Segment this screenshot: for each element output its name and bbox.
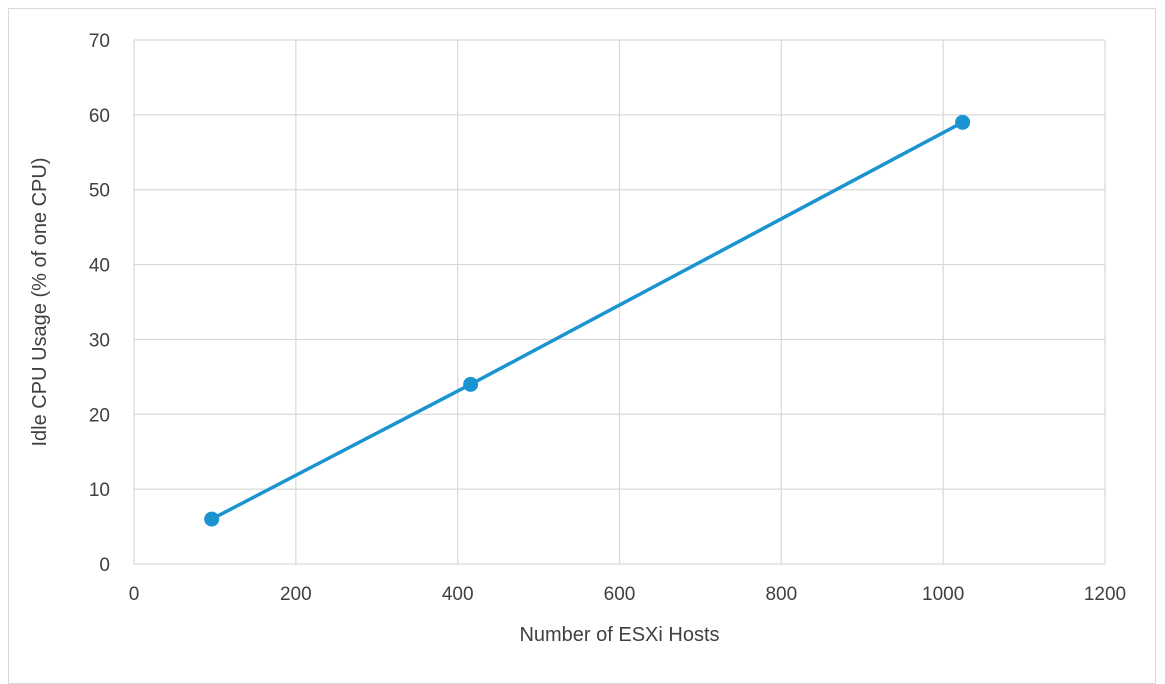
data-point (955, 114, 971, 130)
series-layer (204, 114, 971, 527)
y-tick-label: 40 (89, 256, 110, 277)
tick-labels: 0 10 20 30 40 50 60 70 0 200 400 600 800 1000 1200 (89, 31, 1126, 605)
y-tick-label: 30 (89, 330, 110, 351)
gridlines (134, 39, 1106, 564)
x-tick-label: 1200 (1084, 584, 1126, 605)
y-axis-title: Idle CPU Usage (% of one CPU) (29, 157, 51, 446)
x-tick-label: 200 (280, 584, 312, 605)
x-tick-label: 1000 (922, 584, 964, 605)
x-tick-label: 800 (765, 584, 797, 605)
x-tick-label: 600 (604, 584, 636, 605)
series-line (209, 120, 965, 521)
y-tick-label: 50 (89, 181, 110, 202)
y-tick-label: 70 (89, 31, 110, 52)
axes (133, 40, 1105, 565)
data-point (463, 376, 479, 392)
data-point (204, 511, 220, 527)
x-tick-label: 0 (129, 584, 140, 605)
y-tick-label: 10 (89, 480, 110, 501)
y-tick-label: 60 (89, 106, 110, 127)
x-axis-title: Number of ESXi Hosts (519, 624, 719, 646)
y-tick-label: 0 (99, 555, 110, 576)
y-tick-label: 20 (89, 405, 110, 426)
x-tick-label: 400 (442, 584, 474, 605)
